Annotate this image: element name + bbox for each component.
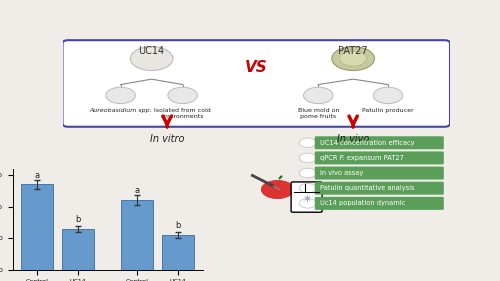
Circle shape: [262, 180, 294, 199]
Text: UC14: UC14: [138, 46, 164, 56]
Text: UC14 concentration efficacy: UC14 concentration efficacy: [320, 140, 414, 146]
FancyBboxPatch shape: [291, 182, 322, 212]
FancyBboxPatch shape: [315, 167, 444, 180]
Text: PAT27: PAT27: [338, 46, 368, 56]
Text: Uc14 population dynamic: Uc14 population dynamic: [320, 200, 406, 206]
Text: Blue mold on
pome fruits: Blue mold on pome fruits: [298, 108, 339, 119]
Text: In vitro: In vitro: [150, 134, 184, 144]
FancyBboxPatch shape: [62, 40, 450, 127]
Bar: [62, 229, 94, 270]
Circle shape: [168, 87, 198, 104]
FancyBboxPatch shape: [315, 136, 444, 149]
Text: Isolated from cold
environments: Isolated from cold environments: [154, 108, 211, 119]
Text: Aureobasidium spp.: Aureobasidium spp.: [90, 108, 152, 113]
Text: In vivo assay: In vivo assay: [320, 170, 364, 176]
Text: a: a: [34, 171, 40, 180]
Text: b: b: [76, 215, 81, 224]
Text: qPCR P. expansum PAT27: qPCR P. expansum PAT27: [320, 155, 404, 161]
Circle shape: [300, 168, 316, 178]
Text: *: *: [303, 194, 310, 209]
Circle shape: [300, 153, 316, 163]
FancyBboxPatch shape: [315, 182, 444, 195]
Circle shape: [106, 87, 136, 104]
Circle shape: [374, 87, 402, 104]
Circle shape: [300, 199, 316, 208]
Circle shape: [332, 47, 374, 71]
Circle shape: [300, 183, 316, 193]
Circle shape: [304, 87, 333, 104]
Text: VS: VS: [245, 60, 268, 75]
Text: In vivo: In vivo: [337, 134, 370, 144]
Bar: [162, 235, 194, 270]
FancyArrowPatch shape: [280, 176, 281, 178]
Circle shape: [300, 138, 316, 148]
FancyBboxPatch shape: [315, 197, 444, 210]
Circle shape: [130, 47, 173, 71]
FancyBboxPatch shape: [315, 151, 444, 164]
Bar: [21, 184, 54, 270]
Text: Patulin producer: Patulin producer: [362, 108, 414, 113]
Circle shape: [340, 51, 366, 66]
Text: Patulin quantitative analysis: Patulin quantitative analysis: [320, 185, 414, 191]
Bar: [120, 200, 153, 270]
Text: a: a: [134, 187, 140, 196]
Text: b: b: [175, 221, 180, 230]
